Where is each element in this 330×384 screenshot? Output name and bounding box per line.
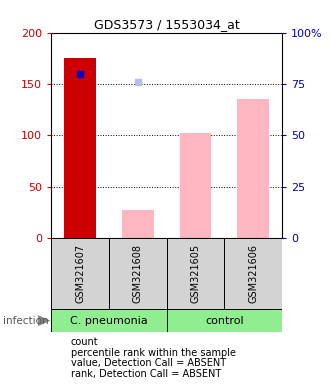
Text: infection: infection	[3, 316, 49, 326]
Bar	[122, 210, 154, 238]
Bar	[167, 238, 224, 309]
Bar	[167, 309, 282, 332]
Text: GSM321608: GSM321608	[133, 244, 143, 303]
Bar	[224, 238, 282, 309]
Bar	[237, 99, 269, 238]
Text: rank, Detection Call = ABSENT: rank, Detection Call = ABSENT	[71, 369, 221, 379]
Text: GSM321606: GSM321606	[248, 244, 258, 303]
Title: GDS3573 / 1553034_at: GDS3573 / 1553034_at	[94, 18, 240, 31]
Bar	[180, 133, 212, 238]
Text: control: control	[205, 316, 244, 326]
Bar	[109, 238, 167, 309]
Polygon shape	[38, 315, 50, 326]
Text: GSM321605: GSM321605	[190, 244, 201, 303]
Bar	[51, 309, 167, 332]
Bar	[51, 238, 109, 309]
Text: value, Detection Call = ABSENT: value, Detection Call = ABSENT	[71, 358, 226, 368]
Text: percentile rank within the sample: percentile rank within the sample	[71, 348, 236, 358]
Text: GSM321607: GSM321607	[75, 244, 85, 303]
Text: C. pneumonia: C. pneumonia	[70, 316, 148, 326]
Text: count: count	[71, 337, 99, 347]
Bar	[64, 58, 96, 238]
